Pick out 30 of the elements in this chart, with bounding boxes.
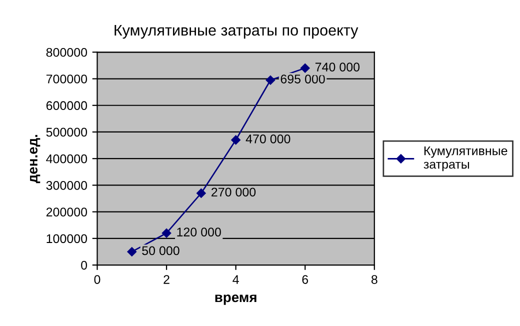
y-tick-label: 300000 — [46, 181, 88, 190]
x-tick-label: 8 — [371, 275, 378, 284]
y-axis-title: ден.ед. — [30, 134, 40, 184]
data-label: 470 000 — [246, 134, 290, 144]
point — [231, 135, 240, 145]
data-label: 740 000 — [315, 62, 360, 72]
x-axis-title: время — [215, 294, 256, 305]
legend-label: Кумулятивные затраты — [424, 146, 508, 172]
y-tick-label: 400000 — [46, 154, 88, 164]
data-label: 270 000 — [212, 188, 256, 197]
point — [266, 75, 276, 85]
y-tick-label: 0 — [81, 260, 88, 270]
x-tick-label: 4 — [232, 275, 239, 284]
data-label: 50 000 — [142, 246, 180, 256]
y-tick-label: 600000 — [46, 101, 88, 110]
point — [300, 63, 310, 73]
y-tick-label: 500000 — [46, 128, 88, 137]
point — [162, 228, 172, 238]
y-tick-label: 700000 — [46, 74, 88, 84]
data-label: 695 000 — [280, 74, 325, 84]
y-tick-label: 800000 — [46, 48, 88, 57]
chart-title: Кумулятивные затраты по проекту — [114, 24, 358, 39]
y-tick-label: 200000 — [46, 208, 88, 216]
x-tick-label: 2 — [164, 275, 170, 284]
y-tick-label: 100000 — [46, 234, 88, 244]
point — [127, 247, 137, 256]
point — [196, 188, 206, 198]
x-tick-label: 0 — [94, 275, 100, 284]
data-label: 120 000 — [177, 228, 221, 236]
x-tick-label: 6 — [302, 275, 308, 284]
